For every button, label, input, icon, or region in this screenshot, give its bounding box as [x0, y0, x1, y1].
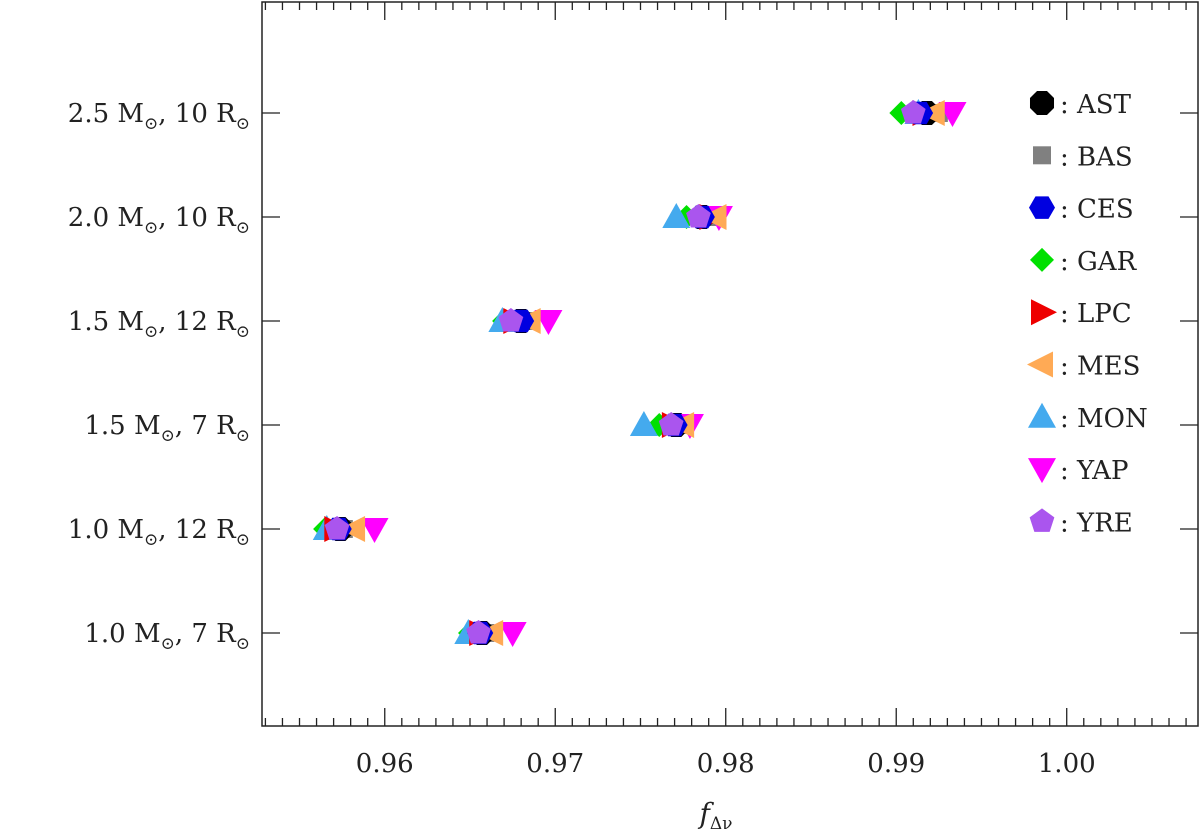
legend-marker-mes — [1027, 351, 1053, 378]
y-category-label: 2.5 M⊙, 10 R⊙ — [68, 99, 250, 134]
ticks — [262, 2, 1198, 726]
data-point-yre — [498, 308, 524, 332]
y-category-label: 1.0 M⊙, 7 R⊙ — [84, 619, 250, 654]
data-point-yre — [686, 204, 711, 228]
legend-marker-bas — [1033, 146, 1051, 165]
y-category-label: 1.5 M⊙, 7 R⊙ — [84, 411, 250, 446]
data-point-yre — [466, 620, 491, 644]
legend-label: : LPC — [1060, 299, 1132, 329]
y-category-label: 1.5 M⊙, 12 R⊙ — [68, 307, 250, 342]
legend-label: : MON — [1060, 404, 1148, 434]
x-tick-label: 0.96 — [356, 749, 414, 779]
legend-label: : GAR — [1060, 247, 1138, 277]
x-tick-label: 1.00 — [1038, 749, 1096, 779]
legend-marker-gar — [1030, 247, 1054, 272]
x-tick-labels: 0.96 0.97 0.98 0.99 1.00 — [356, 749, 1096, 779]
data-point-mes — [339, 516, 366, 542]
legend-label: : BAS — [1060, 142, 1133, 172]
legend-label: : YRE — [1060, 508, 1133, 538]
data-point-yre — [324, 516, 350, 540]
legend-label: : MES — [1060, 352, 1140, 382]
legend-marker-ast — [1029, 90, 1055, 116]
legend-label: : CES — [1060, 195, 1134, 225]
y-category-label: 2.0 M⊙, 10 R⊙ — [68, 203, 250, 238]
legend-marker-yre — [1029, 508, 1055, 532]
x-tick-label: 0.97 — [526, 749, 584, 779]
legend-marker-lpc — [1031, 299, 1057, 326]
legend-marker-mon — [1028, 402, 1056, 428]
legend-label: : YAP — [1060, 456, 1128, 486]
data-point-yap — [360, 518, 389, 543]
x-tick-label: 0.98 — [697, 749, 755, 779]
x-axis-title: fΔν — [698, 797, 733, 829]
data-point-mon — [629, 411, 658, 436]
data-point-yre — [658, 412, 684, 436]
data-point-mon — [662, 203, 691, 228]
y-tick-labels: 2.5 M⊙, 10 R⊙ 2.0 M⊙, 10 R⊙ 1.5 M⊙, 12 R⊙ 1… — [68, 99, 250, 654]
data-point-yap — [938, 102, 967, 127]
legend-label: : AST — [1060, 90, 1132, 120]
data-point-yre — [900, 100, 926, 124]
legend: : AST : BAS : CES : GAR : LPC : MES : MON : YAP… — [1027, 90, 1148, 538]
y-category-label: 1.0 M⊙, 12 R⊙ — [68, 515, 250, 550]
x-tick-label: 0.99 — [867, 749, 925, 779]
plot-frame — [261, 1, 1199, 727]
data-markers — [312, 99, 967, 647]
data-point-yap — [498, 622, 527, 647]
legend-marker-yap — [1028, 458, 1056, 484]
data-point-yap — [534, 310, 563, 335]
legend-marker-ces — [1029, 196, 1055, 219]
